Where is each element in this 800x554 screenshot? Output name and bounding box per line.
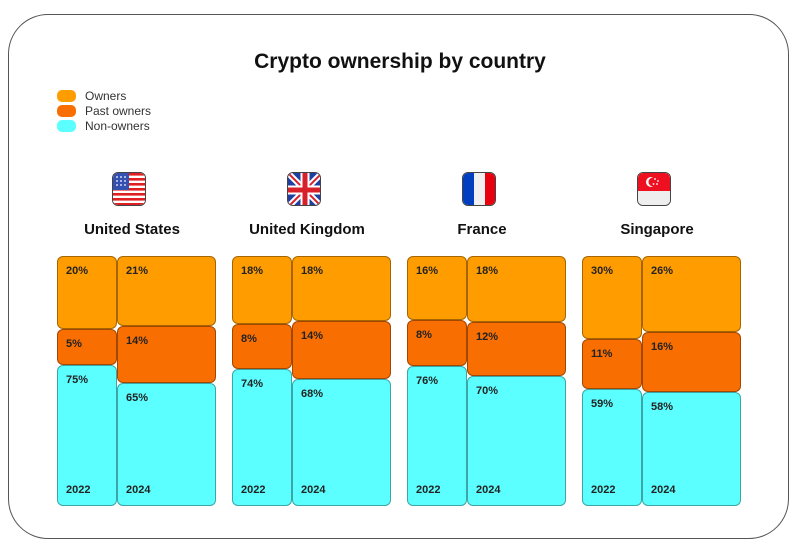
data-label: 16%: [416, 265, 439, 277]
segment-non-owners-2022: 76% 2022: [407, 365, 467, 506]
legend: Owners Past owners Non-owners: [57, 88, 151, 133]
segment-owners-2024: 18%: [467, 256, 566, 322]
legend-swatch-non-owners: [57, 119, 76, 132]
data-label: 11%: [591, 348, 613, 361]
segment-owners-2024: 18%: [292, 256, 391, 322]
legend-label: Past owners: [85, 103, 152, 118]
country-name: United Kingdom: [249, 221, 365, 238]
country-name: United States: [84, 221, 180, 238]
segment-non-owners-2024: 68% 2024: [292, 378, 391, 506]
data-label: 30%: [591, 265, 614, 277]
data-label: 14%: [301, 330, 324, 343]
segment-non-owners-2024: 65% 2024: [117, 382, 216, 506]
data-label: 18%: [476, 265, 499, 277]
legend-label: Non-owners: [85, 118, 150, 133]
segment-non-owners-2022: 74% 2022: [232, 368, 292, 506]
year-label: 2022: [416, 483, 441, 496]
data-label: 8%: [241, 332, 257, 345]
data-label: 58%: [651, 401, 674, 414]
data-label: 12%: [476, 330, 499, 343]
segment-owners-2022: 16%: [407, 256, 467, 321]
country-group-united-kingdom: United Kingdom: [232, 170, 391, 510]
segment-past-owners-2022: 11%: [582, 339, 642, 390]
year-label: 2022: [241, 483, 266, 496]
segment-owners-2022: 18%: [232, 256, 292, 324]
data-label: 76%: [416, 374, 439, 387]
segment-non-owners-2022: 75% 2022: [57, 365, 117, 506]
country-group-france: France: [407, 170, 566, 510]
segment-non-owners-2024: 70% 2024: [467, 375, 566, 506]
year-label: 2024: [126, 483, 151, 496]
data-label: 14%: [126, 334, 149, 347]
legend-swatch-owners: [57, 89, 76, 102]
segment-past-owners-2024: 14%: [292, 321, 391, 379]
data-label: 59%: [591, 398, 614, 411]
country-name: Singapore: [620, 221, 694, 238]
segment-past-owners-2022: 8%: [407, 320, 467, 366]
segment-non-owners-2024: 58% 2024: [642, 392, 741, 506]
segment-past-owners-2024: 14%: [117, 325, 216, 383]
legend-item-non-owners: Non-owners: [57, 118, 151, 133]
data-label: 5%: [66, 337, 82, 350]
data-label: 8%: [416, 329, 432, 342]
segment-owners-2024: 21%: [117, 256, 216, 326]
data-label: 26%: [651, 265, 674, 277]
year-label: 2024: [301, 483, 326, 496]
chart-card: [8, 14, 789, 539]
us-flag-icon: [112, 172, 146, 206]
country-group-singapore: Singapore: [582, 170, 741, 510]
segment-non-owners-2022: 59% 2022: [582, 389, 642, 506]
data-label: 21%: [126, 265, 149, 277]
legend-label: Owners: [85, 88, 127, 103]
data-label: 75%: [66, 374, 89, 387]
segment-owners-2022: 20%: [57, 256, 117, 329]
segment-past-owners-2024: 16%: [642, 332, 741, 393]
segment-owners-2024: 26%: [642, 256, 741, 333]
country-group-united-states: United States: [57, 170, 216, 510]
data-label: 18%: [241, 265, 264, 277]
legend-swatch-past-owners: [57, 104, 76, 117]
legend-item-owners: Owners: [57, 88, 151, 103]
year-label: 2022: [66, 483, 91, 496]
year-label: 2022: [591, 483, 616, 496]
data-label: 65%: [126, 391, 149, 404]
segment-owners-2022: 30%: [582, 256, 642, 340]
segment-past-owners-2022: 8%: [232, 323, 292, 369]
singapore-flag-icon: [637, 172, 671, 206]
legend-item-past-owners: Past owners: [57, 103, 151, 118]
chart-title: Crypto ownership by country: [254, 50, 546, 73]
country-name: France: [457, 221, 507, 238]
data-label: 68%: [301, 387, 324, 400]
data-label: 18%: [301, 265, 324, 277]
uk-flag-icon: [287, 172, 321, 206]
france-flag-icon: [462, 172, 496, 206]
year-label: 2024: [476, 483, 501, 496]
data-label: 74%: [241, 377, 264, 390]
year-label: 2024: [651, 483, 676, 496]
segment-past-owners-2022: 5%: [57, 328, 117, 366]
data-label: 16%: [651, 341, 674, 354]
data-label: 20%: [66, 265, 89, 277]
segment-past-owners-2024: 12%: [467, 321, 566, 376]
data-label: 70%: [476, 384, 499, 397]
